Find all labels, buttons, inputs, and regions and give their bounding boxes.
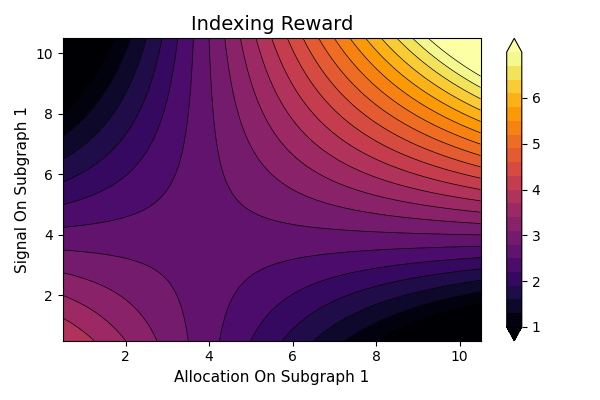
Title: Indexing Reward: Indexing Reward xyxy=(191,15,353,34)
Y-axis label: Signal On Subgraph 1: Signal On Subgraph 1 xyxy=(15,106,30,273)
X-axis label: Allocation On Subgraph 1: Allocation On Subgraph 1 xyxy=(174,370,370,385)
PathPatch shape xyxy=(506,327,522,341)
PathPatch shape xyxy=(506,38,522,52)
